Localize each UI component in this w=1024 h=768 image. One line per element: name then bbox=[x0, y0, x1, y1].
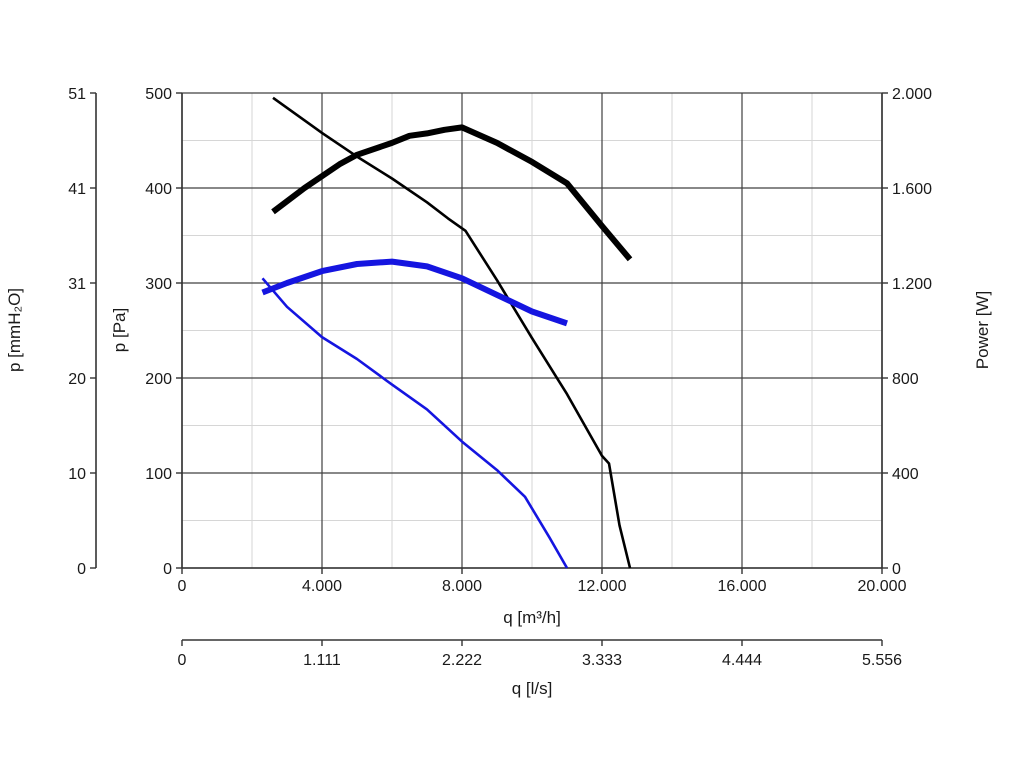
y-tick-label: 300 bbox=[145, 276, 172, 293]
power-tick-label: 2.000 bbox=[892, 86, 932, 103]
y-tick-label: 100 bbox=[145, 466, 172, 483]
grid-minor bbox=[182, 93, 882, 568]
x-tick-label: 8.000 bbox=[442, 578, 482, 595]
power-tick-label: 0 bbox=[892, 561, 901, 578]
x2-tick-label: 5.556 bbox=[862, 652, 902, 669]
y2-tick-label: 0 bbox=[77, 561, 86, 578]
black-pressure-curve bbox=[272, 96, 632, 569]
x-tick-label: 0 bbox=[178, 578, 187, 595]
x-axis-label: q [m³/h] bbox=[503, 608, 561, 627]
x2-tick-label: 3.333 bbox=[582, 652, 622, 669]
power-tick-label: 400 bbox=[892, 466, 919, 483]
y2-axis-label: p [mmH₂O] bbox=[5, 288, 24, 372]
power-tick-label: 800 bbox=[892, 371, 919, 388]
axes bbox=[90, 92, 888, 646]
power-tick-label: 1.600 bbox=[892, 181, 932, 198]
power-axis-label: Power [W] bbox=[973, 291, 992, 369]
x2-tick-label: 1.111 bbox=[303, 652, 341, 669]
x2-tick-label: 0 bbox=[178, 652, 187, 669]
y-axis-label: p [Pa] bbox=[110, 308, 129, 352]
y-tick-label: 200 bbox=[145, 371, 172, 388]
curves bbox=[261, 96, 633, 569]
y2-tick-label: 20 bbox=[68, 371, 86, 388]
x-tick-label: 12.000 bbox=[578, 578, 627, 595]
x-tick-label: 4.000 bbox=[302, 578, 342, 595]
y-tick-label: 0 bbox=[163, 561, 172, 578]
y2-tick-label: 31 bbox=[68, 276, 86, 293]
x2-tick-label: 4.444 bbox=[722, 652, 762, 669]
y2-tick-label: 51 bbox=[68, 86, 86, 103]
y2-tick-label: 10 bbox=[68, 466, 86, 483]
x2-tick-label: 2.222 bbox=[442, 652, 482, 669]
black-power-curve bbox=[271, 124, 633, 262]
blue-pressure-curve bbox=[261, 277, 569, 569]
y2-tick-label: 41 bbox=[68, 181, 86, 198]
x-tick-label: 16.000 bbox=[718, 578, 767, 595]
y-tick-label: 400 bbox=[145, 181, 172, 198]
x-tick-label: 20.000 bbox=[858, 578, 907, 595]
x2-axis-label: q [l/s] bbox=[512, 679, 553, 698]
power-tick-label: 1.200 bbox=[892, 276, 932, 293]
blue-power-curve bbox=[261, 258, 568, 327]
y-tick-label: 500 bbox=[145, 86, 172, 103]
